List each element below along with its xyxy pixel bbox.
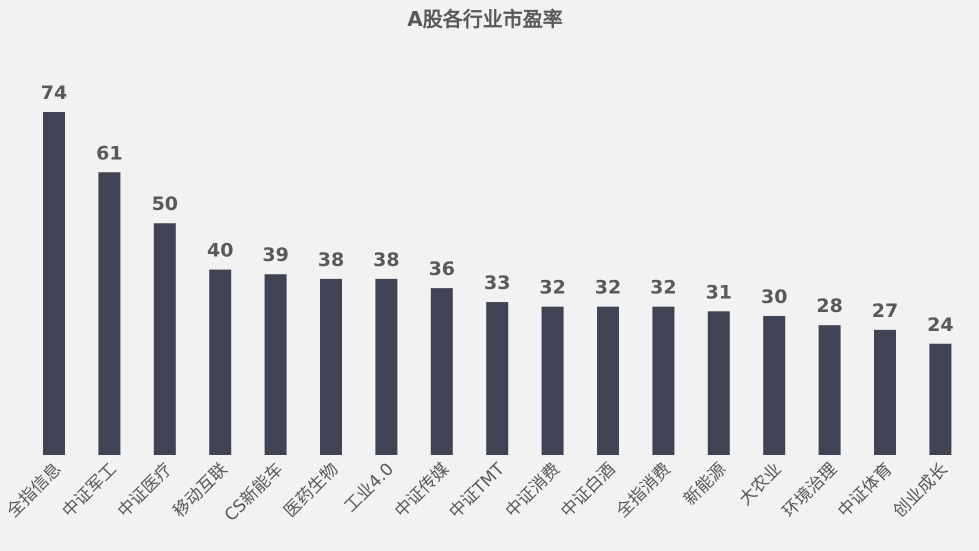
category-label-8: 中证TMT (445, 459, 509, 523)
bar-1 (98, 172, 121, 455)
bar-7 (430, 288, 453, 455)
value-label-2: 50 (152, 193, 178, 215)
category-label-13: 大农业 (736, 459, 786, 509)
bars-group (43, 112, 952, 455)
category-label-0: 全指信息 (3, 459, 65, 521)
category-label-15: 中证体育 (834, 459, 896, 521)
bar-10 (597, 306, 619, 455)
category-label-12: 新能源 (680, 459, 730, 509)
category-label-2: 中证医疗 (114, 459, 176, 521)
value-label-16: 24 (927, 314, 953, 336)
category-label-4: CS新能车 (221, 459, 287, 525)
value-label-9: 32 (539, 277, 565, 299)
chart-title: A股各行业市盈率 (407, 7, 562, 31)
category-label-11: 全指消费 (613, 459, 675, 521)
category-label-10: 中证白酒 (557, 459, 619, 521)
bar-0 (43, 112, 65, 455)
value-label-4: 39 (262, 244, 288, 266)
value-label-5: 38 (318, 249, 344, 271)
bar-6 (375, 278, 398, 455)
bar-13 (763, 315, 786, 455)
bar-15 (874, 329, 896, 455)
value-label-12: 31 (706, 281, 732, 303)
value-label-7: 36 (429, 258, 455, 280)
category-label-7: 中证传媒 (391, 459, 453, 521)
value-label-14: 28 (816, 295, 842, 317)
category-label-1: 中证军工 (59, 459, 121, 521)
category-label-9: 中证消费 (502, 459, 564, 521)
value-label-11: 32 (650, 277, 676, 299)
value-label-1: 61 (96, 142, 122, 164)
bar-16 (929, 343, 952, 455)
value-label-15: 27 (872, 300, 898, 322)
value-label-10: 32 (595, 277, 621, 299)
value-label-3: 40 (207, 240, 233, 262)
bar-5 (320, 278, 342, 455)
value-label-13: 30 (761, 286, 787, 308)
bar-2 (153, 223, 176, 455)
category-labels-group: 全指信息中证军工中证医疗移动互联CS新能车医药生物工业4.0中证传媒中证TMT中… (3, 459, 952, 526)
category-label-5: 医药生物 (280, 459, 342, 521)
value-labels-group: 74 61 50 40 39 38 38 36 33 32 32 32 31 30 28 27 24 (41, 82, 954, 336)
bar-4 (264, 274, 287, 455)
value-label-6: 38 (373, 249, 399, 271)
category-label-14: 环境治理 (779, 459, 841, 521)
bar-12 (707, 311, 730, 455)
category-label-16: 创业成长 (890, 459, 952, 521)
bar-11 (652, 306, 675, 455)
category-label-6: 工业4.0 (341, 459, 398, 516)
bar-8 (486, 302, 509, 455)
bar-3 (209, 269, 232, 455)
bar-14 (818, 325, 841, 455)
value-label-8: 33 (484, 272, 510, 294)
bar-9 (541, 306, 564, 455)
value-label-0: 74 (41, 82, 67, 104)
